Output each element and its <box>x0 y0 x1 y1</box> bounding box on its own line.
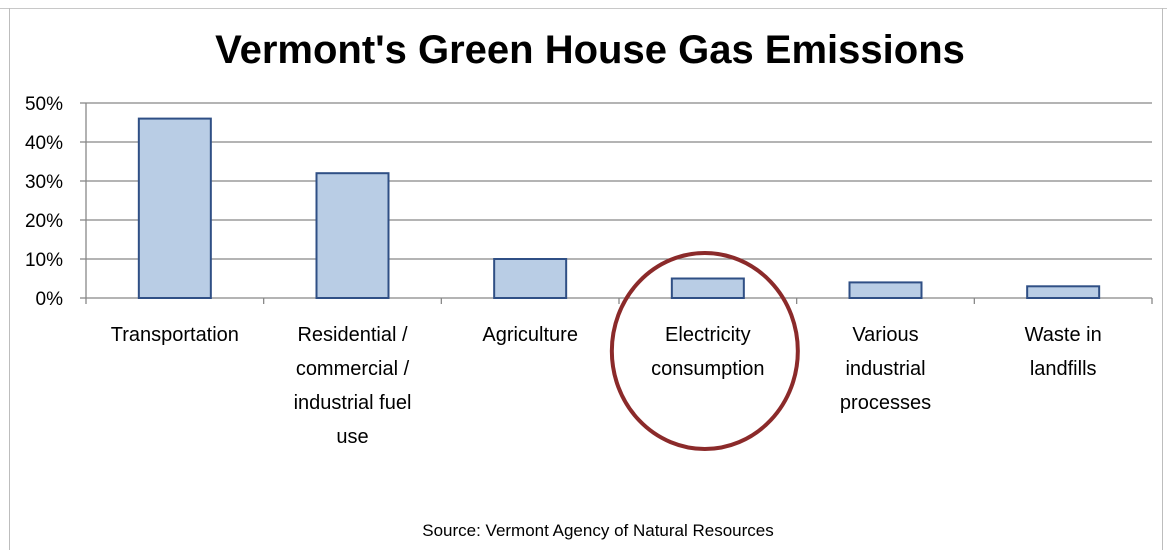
bars <box>137 117 1101 299</box>
y-tick-label: 0% <box>36 289 64 310</box>
category-label: industrial fuel <box>294 392 412 414</box>
category-label: industrial <box>845 358 925 380</box>
bar <box>848 281 923 299</box>
highlight-layer <box>609 251 800 451</box>
right-border <box>1162 8 1163 550</box>
bar <box>493 258 568 299</box>
category-label: Agriculture <box>482 324 578 346</box>
left-border <box>9 8 10 550</box>
y-tick-label: 20% <box>25 211 63 232</box>
category-label: Residential / <box>297 324 408 346</box>
bar <box>1026 285 1101 299</box>
source-note: Source: Vermont Agency of Natural Resour… <box>422 521 774 540</box>
highlight-circle <box>609 251 800 451</box>
category-labels: Transportation Residential / commercial / i… <box>111 324 1102 448</box>
category-label: Transportation <box>111 324 239 346</box>
category-label: Electricity <box>665 324 751 346</box>
y-tick-label: 50% <box>25 94 63 115</box>
chart-title: Vermont's Green House Gas Emissions <box>215 28 965 72</box>
category-label: use <box>336 426 368 448</box>
gridlines <box>86 102 1152 260</box>
top-border <box>0 0 1167 9</box>
bar <box>670 277 745 299</box>
category-label: consumption <box>651 358 764 380</box>
category-label: processes <box>840 392 931 414</box>
category-label: commercial / <box>296 358 410 380</box>
y-tick-label: 30% <box>25 172 63 193</box>
category-label: Waste in <box>1025 324 1102 346</box>
bar <box>137 117 212 299</box>
category-label: Various <box>852 324 918 346</box>
y-tick-label: 40% <box>25 133 63 154</box>
y-tick-label: 10% <box>25 250 63 271</box>
bar <box>315 172 390 299</box>
axes: 0% 10% 20% 30% 40% 50% <box>25 94 1153 310</box>
category-label: landfills <box>1030 358 1097 380</box>
